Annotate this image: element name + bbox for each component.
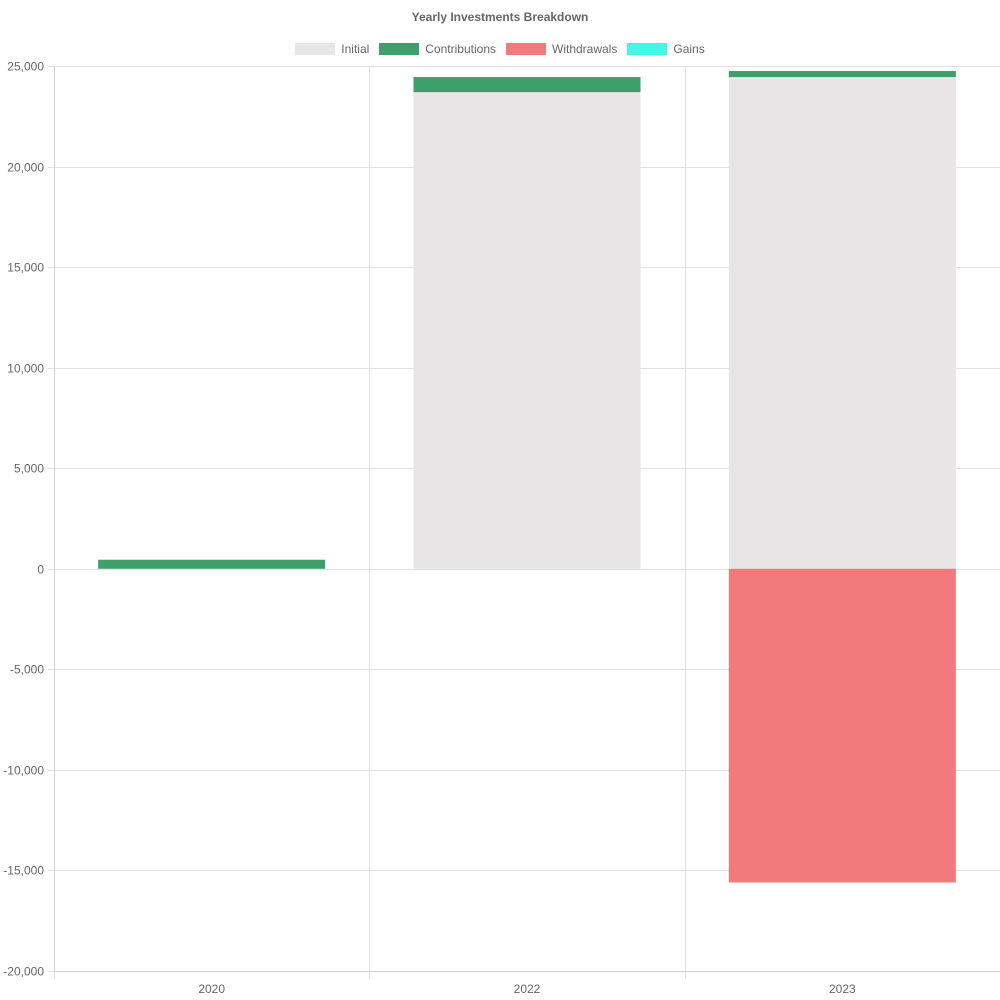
legend: Initial Contributions Withdrawals Gains: [0, 42, 1000, 56]
legend-item-gains[interactable]: Gains: [627, 42, 705, 56]
legend-item-contributions[interactable]: Contributions: [379, 42, 496, 56]
bar-initial-2022: [413, 92, 641, 569]
legend-label-gains: Gains: [673, 42, 705, 56]
y-tick-label: 20,000: [7, 161, 44, 175]
legend-swatch-withdrawals: [506, 43, 546, 55]
y-tick-label: -5,000: [10, 663, 44, 677]
bar-initial-2023: [728, 77, 956, 569]
bar-contributions-2023: [728, 71, 956, 78]
y-tick-label: -15,000: [3, 864, 44, 878]
bar-withdrawals-2023: [728, 568, 956, 883]
x-tick-label: 2023: [829, 982, 856, 996]
legend-label-initial: Initial: [341, 42, 370, 56]
x-tick-label: 2020: [198, 982, 225, 996]
y-tick-label: 15,000: [7, 261, 44, 275]
chart-title: Yearly Investments Breakdown: [411, 10, 589, 24]
legend-label-contributions: Contributions: [425, 42, 496, 56]
legend-label-withdrawals: Withdrawals: [552, 42, 618, 56]
y-tick-label: -20,000: [3, 965, 44, 979]
y-tick-label: 0: [37, 563, 44, 577]
legend-swatch-contributions: [379, 43, 420, 55]
x-tick-label: 2022: [514, 982, 541, 996]
legend-swatch-gains: [627, 43, 668, 55]
legend-swatch-initial: [295, 43, 336, 55]
y-tick-label: 25,000: [7, 60, 44, 74]
legend-item-withdrawals[interactable]: Withdrawals: [506, 42, 617, 56]
y-tick-label: -10,000: [3, 764, 44, 778]
y-tick-label: 5,000: [14, 462, 44, 476]
legend-item-initial[interactable]: Initial: [295, 42, 369, 56]
bar-contributions-2022: [413, 77, 641, 93]
y-tick-label: 10,000: [7, 362, 44, 376]
bar-contributions-2020: [98, 559, 326, 569]
